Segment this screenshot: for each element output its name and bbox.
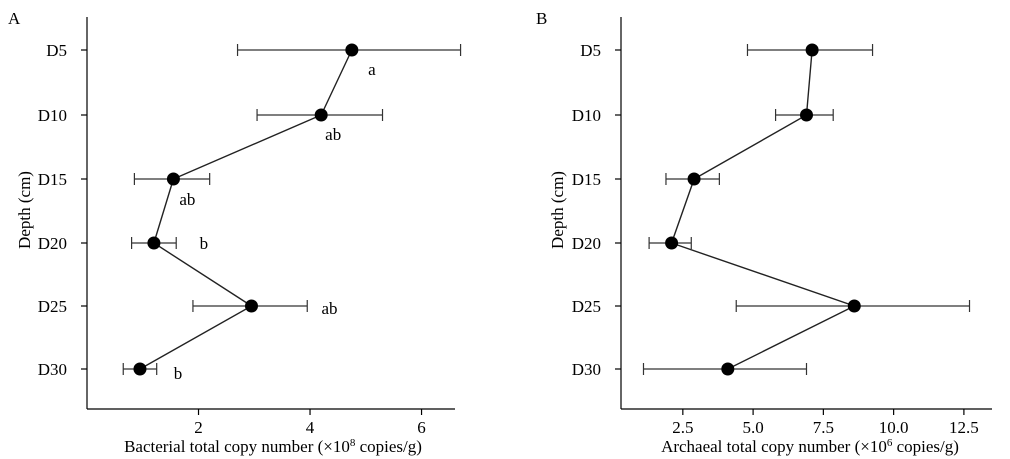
data-point-b [805, 43, 819, 57]
x-axis-title-a: Bacterial total copy number (×108 copies… [124, 437, 422, 456]
plot-area-a: D5 D10 D15 D20 D25 D30 2 4 6 a ab ab b ab b [38, 17, 462, 437]
series-line-a [139, 49, 353, 370]
y-tick-label-b: D10 [572, 106, 601, 125]
x-tick-label-a: 2 [194, 418, 203, 437]
y-axis-title-a: Depth (cm) [15, 171, 34, 249]
x-axis-title-a-tail: copies/g) [355, 437, 422, 456]
y-tick-label-a: D30 [38, 360, 67, 379]
y-tick-label-b: D20 [572, 234, 601, 253]
significance-label-a: a [368, 60, 376, 79]
y-tick-label-a: D5 [46, 41, 67, 60]
data-point-b [721, 362, 735, 376]
x-axis-title-b-sup: 6 [887, 437, 893, 449]
x-tick-label-b: 2.5 [672, 418, 693, 437]
x-tick-label-b: 12.5 [949, 418, 979, 437]
x-axis-title-b: Archaeal total copy number (×106 copies/… [661, 437, 959, 456]
significance-label-a: ab [179, 190, 195, 209]
data-point-b [687, 172, 701, 186]
y-tick-label-b: D25 [572, 297, 601, 316]
data-point-a [133, 362, 147, 376]
x-tick-label-a: 6 [417, 418, 426, 437]
data-point-b [847, 299, 861, 313]
plot-area-b: D5 D10 D15 D20 D25 D30 2.5 5.0 7.5 10.0 12.5 [572, 17, 992, 437]
y-tick-label-a: D10 [38, 106, 67, 125]
x-axis-title-a-sup: 8 [350, 437, 356, 449]
panel-label-b: B [536, 9, 547, 28]
y-tick-label-a: D20 [38, 234, 67, 253]
data-point-a [345, 43, 359, 57]
y-tick-label-b: D5 [580, 41, 601, 60]
data-point-a [314, 108, 328, 122]
significance-label-a: b [174, 364, 183, 383]
significance-label-a: b [200, 234, 209, 253]
x-tick-label-b: 7.5 [813, 418, 834, 437]
panel-b: B Depth (cm) Archaeal total copy number … [536, 9, 992, 456]
y-tick-label-a: D25 [38, 297, 67, 316]
x-tick-label-a: 4 [306, 418, 315, 437]
data-point-b [800, 108, 813, 122]
x-tick-label-b: 5.0 [742, 418, 763, 437]
data-point-a [244, 299, 258, 313]
series-line-b [670, 49, 857, 370]
x-axis-title-b-main: Archaeal total copy number (×10 [661, 437, 887, 456]
y-axis-title-b: Depth (cm) [548, 171, 567, 249]
data-point-a [147, 236, 161, 250]
significance-label-a: ab [321, 299, 337, 318]
data-point-a [166, 172, 180, 186]
panel-a: A Depth (cm) Bacterial total copy number… [8, 9, 462, 456]
y-tick-label-b: D30 [572, 360, 601, 379]
x-axis-title-a-main: Bacterial total copy number (×10 [124, 437, 350, 456]
y-tick-label-b: D15 [572, 170, 601, 189]
x-tick-label-b: 10.0 [879, 418, 909, 437]
panel-label-a: A [8, 9, 21, 28]
data-point-b [665, 236, 679, 250]
x-axis-title-b-tail: copies/g) [892, 437, 959, 456]
y-tick-label-a: D15 [38, 170, 67, 189]
significance-label-a: ab [325, 125, 341, 144]
